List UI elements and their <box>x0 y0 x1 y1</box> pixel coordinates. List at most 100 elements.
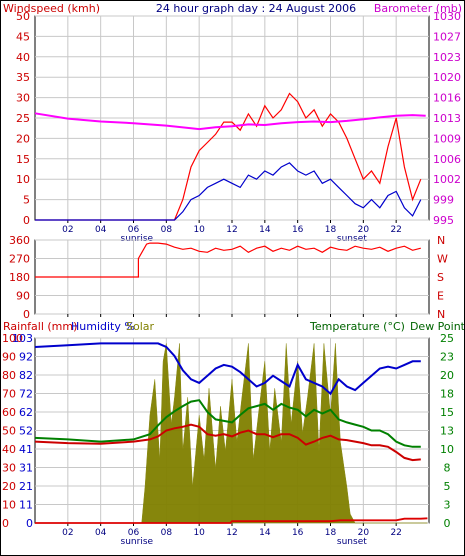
compass-label: E <box>437 290 444 303</box>
x-tick-label: 20 <box>358 225 370 235</box>
panel1-left-axis-label: Windspeed (kmh) <box>3 2 100 15</box>
y-left-tick-label: 0 <box>23 214 30 227</box>
compass-label: S <box>437 271 444 284</box>
y-left-tick-label: 90 <box>16 290 30 303</box>
y-right-tick-label: 1009 <box>433 132 461 145</box>
y-left-tick-label: 0 <box>23 308 30 321</box>
x-tick-label: 16 <box>292 528 304 538</box>
x-tick-label: 02 <box>62 528 73 538</box>
y-right-tick-label: 0 <box>444 517 451 530</box>
y-left-tick-label-rain: 40 <box>2 443 16 456</box>
series-line <box>35 162 422 221</box>
sunrise-label: sunrise <box>121 234 154 244</box>
y-left-tick-label: 180 <box>9 271 30 284</box>
x-tick-label: 10 <box>193 225 205 235</box>
solar-area <box>35 343 428 524</box>
compass-label: N <box>437 234 445 247</box>
x-tick-label: 04 <box>95 528 107 538</box>
y-right-tick-label: 1006 <box>433 153 461 166</box>
sunrise-label: sunrise <box>121 537 154 547</box>
y-left-tick-label: 5 <box>23 194 30 207</box>
y-left-tick-label-humidity: 72 <box>19 388 33 401</box>
sunset-label: sunset <box>337 234 367 244</box>
y-right-tick-label: 8 <box>444 462 451 475</box>
y-left-tick-label: 35 <box>16 71 30 84</box>
y-left-tick-label-humidity: 21 <box>19 480 33 493</box>
legend-dewpoint: Dew Point <box>410 320 465 333</box>
legend-humidity: Humidity % <box>71 320 135 333</box>
compass-label: N <box>437 308 445 321</box>
y-left-tick-label-humidity: 0 <box>26 517 33 530</box>
y-right-tick-label: 1016 <box>433 92 461 105</box>
x-tick-label: 04 <box>95 225 107 235</box>
y-left-tick-label-humidity: 103 <box>12 332 33 345</box>
y-right-tick-label: 10 <box>440 443 454 456</box>
y-left-tick-label-rain: 0 <box>2 517 9 530</box>
x-tick-label: 22 <box>390 528 401 538</box>
y-left-tick-label-humidity: 82 <box>19 369 33 382</box>
y-left-tick-label: 360 <box>9 234 30 247</box>
x-tick-label: 12 <box>226 528 237 538</box>
x-tick-label: 16 <box>292 225 304 235</box>
y-right-tick-label: 995 <box>433 214 454 227</box>
x-tick-label: 14 <box>259 225 271 235</box>
y-right-tick-label: 1013 <box>433 112 461 125</box>
y-left-tick-label-rain: 20 <box>2 480 16 493</box>
y-left-tick-label: 50 <box>16 10 30 23</box>
series-line <box>35 242 421 278</box>
y-left-tick-label-rain: 90 <box>2 351 16 364</box>
y-right-tick-label: 1030 <box>433 10 461 23</box>
legend-rainfall: Rainfall (mm) <box>3 320 77 333</box>
x-tick-label: 06 <box>128 528 140 538</box>
y-right-tick-label: 20 <box>440 369 454 382</box>
x-tick-label: 08 <box>161 225 173 235</box>
x-tick-label: 18 <box>325 528 337 538</box>
y-left-tick-label-rain: 30 <box>2 462 16 475</box>
y-left-tick-label-humidity: 41 <box>19 443 33 456</box>
sunset-label: sunset <box>337 537 367 547</box>
legend-temperature: Temperature (°C) <box>309 320 405 333</box>
chart-title: 24 hour graph day : 24 August 2006 <box>156 2 356 15</box>
x-tick-label: 22 <box>390 225 401 235</box>
y-left-tick-label: 40 <box>16 51 30 64</box>
y-right-tick-label: 1020 <box>433 71 461 84</box>
series-line <box>34 399 421 448</box>
y-right-tick-label: 3 <box>444 499 451 512</box>
y-right-tick-label: 13 <box>440 425 454 438</box>
y-left-tick-label-humidity: 92 <box>19 351 33 364</box>
y-left-tick-label-rain: 100 <box>2 332 23 345</box>
x-tick-label: 14 <box>259 528 271 538</box>
y-left-tick-label: 25 <box>16 112 30 125</box>
compass-label: W <box>437 253 448 266</box>
y-right-tick-label: 1027 <box>433 30 461 43</box>
y-right-tick-label: 18 <box>440 388 454 401</box>
y-right-tick-label: 999 <box>433 194 454 207</box>
series-line <box>34 112 426 131</box>
y-left-tick-label-rain: 10 <box>2 499 16 512</box>
x-tick-label: 08 <box>161 528 173 538</box>
series-line <box>35 517 428 524</box>
y-left-tick-label-rain: 80 <box>2 369 16 382</box>
series-line <box>35 92 422 221</box>
legend-solar: Solar <box>126 320 155 333</box>
x-tick-label: 18 <box>325 225 337 235</box>
y-left-tick-label-rain: 50 <box>2 425 16 438</box>
x-tick-label: 12 <box>226 225 237 235</box>
y-right-tick-label: 23 <box>440 351 454 364</box>
y-left-tick-label: 270 <box>9 253 30 266</box>
x-tick-label: 20 <box>358 528 370 538</box>
y-left-tick-label: 10 <box>16 173 30 186</box>
y-left-tick-label-humidity: 62 <box>19 406 33 419</box>
y-left-tick-label-rain: 60 <box>2 406 16 419</box>
panel1-right-axis-label: Barometer (mb) <box>374 2 462 15</box>
y-right-tick-label: 5 <box>444 480 451 493</box>
x-tick-label: 02 <box>62 225 73 235</box>
series-line <box>34 342 421 396</box>
y-left-tick-label-rain: 70 <box>2 388 16 401</box>
y-left-tick-label: 30 <box>16 92 30 105</box>
y-right-tick-label: 15 <box>440 406 454 419</box>
series-line <box>34 423 421 462</box>
y-left-tick-label-humidity: 11 <box>19 499 33 512</box>
